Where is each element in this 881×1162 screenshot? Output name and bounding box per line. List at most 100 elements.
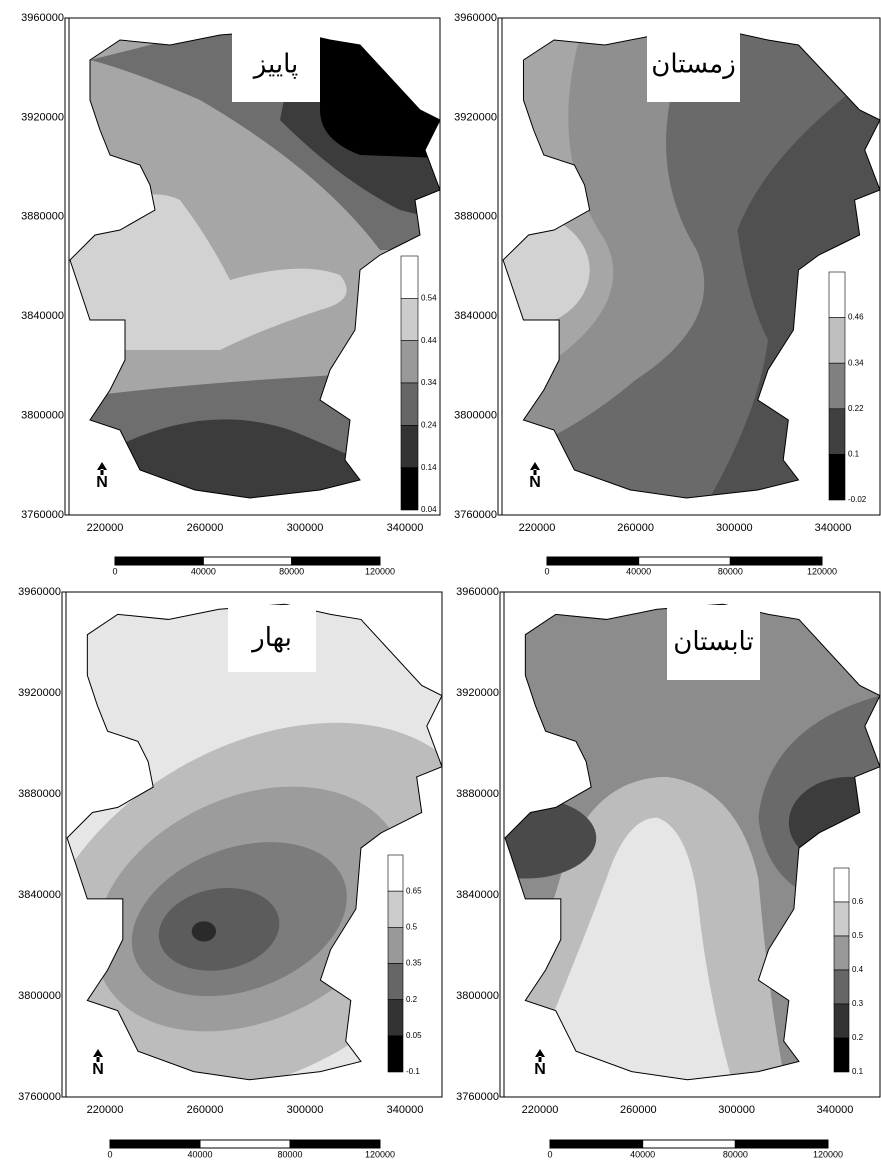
- legend-label: 0.5: [406, 922, 418, 931]
- legend-swatch: [833, 1037, 850, 1073]
- scale-segment: [729, 556, 823, 566]
- y-tick-label: 3880000: [18, 788, 61, 800]
- y-tick-label: 3960000: [18, 586, 61, 598]
- legend-label: 0.34: [421, 378, 437, 387]
- legend-label: 0.24: [421, 420, 437, 429]
- panel-title: تابستان: [673, 627, 753, 657]
- scale-label: 120000: [365, 566, 395, 576]
- legend-label: 0.22: [848, 404, 864, 413]
- panel-title: پاییز: [252, 50, 299, 80]
- legend-label: 0.04: [421, 505, 437, 514]
- x-tick-label: 300000: [287, 522, 324, 534]
- y-tick-label: 3960000: [456, 586, 499, 598]
- north-arrow: [535, 1049, 545, 1062]
- legend-swatch: [400, 340, 419, 384]
- legend-label: 0.1: [852, 1067, 864, 1076]
- map-frame: [61, 591, 443, 1098]
- y-tick-label: 3840000: [454, 310, 497, 322]
- scale-label: 0: [112, 566, 117, 576]
- scale-label: 0: [107, 1149, 112, 1159]
- x-tick-label: 340000: [387, 1104, 424, 1116]
- scale-label: 80000: [277, 1149, 302, 1159]
- legend-swatch: [387, 999, 404, 1037]
- map-frame: [64, 17, 441, 516]
- x-tick-label: 300000: [716, 522, 753, 534]
- y-tick-label: 3760000: [21, 509, 64, 521]
- legend-swatch: [828, 362, 846, 410]
- legend-label: 0.65: [406, 886, 422, 895]
- north-arrow: [93, 1049, 103, 1062]
- legend-swatch: [387, 1035, 404, 1073]
- contour-band: [70, 194, 347, 350]
- scale-label: 120000: [813, 1149, 843, 1159]
- x-tick-label: 220000: [87, 522, 124, 534]
- y-tick-label: 3760000: [454, 509, 497, 521]
- map-frame: [497, 17, 881, 516]
- legend-label: 0.46: [848, 313, 864, 322]
- legend-swatch: [387, 854, 404, 892]
- title-box: [667, 605, 760, 680]
- legend-label: -0.02: [848, 495, 867, 504]
- x-tick-label: 300000: [287, 1104, 324, 1116]
- north-label: N: [96, 474, 108, 491]
- y-tick-label: 3880000: [456, 788, 499, 800]
- legend-swatch: [387, 927, 404, 964]
- legend-swatch: [833, 867, 850, 903]
- y-tick-label: 3760000: [456, 1091, 499, 1103]
- scale-segment: [638, 556, 731, 566]
- scale-segment: [546, 556, 640, 566]
- north-label: N: [529, 474, 541, 491]
- scale-label: 0: [544, 566, 549, 576]
- contour-band: [505, 604, 526, 727]
- north-arrow: [530, 462, 540, 475]
- x-tick-label: 260000: [187, 522, 224, 534]
- x-tick-label: 340000: [387, 522, 424, 534]
- y-tick-label: 3800000: [454, 410, 497, 422]
- scale-segment: [199, 1139, 291, 1149]
- panel-title: بهار: [250, 623, 292, 653]
- x-tick-label: 260000: [617, 522, 654, 534]
- contour-band: [505, 797, 597, 879]
- legend-label: 0.35: [406, 959, 422, 968]
- legend-swatch: [833, 1003, 850, 1039]
- legend-label: 0.6: [852, 897, 864, 906]
- scale-label: 120000: [365, 1149, 395, 1159]
- title-box: [647, 28, 740, 102]
- y-tick-label: 3920000: [454, 111, 497, 123]
- y-tick-label: 3800000: [456, 990, 499, 1002]
- x-tick-label: 260000: [187, 1104, 224, 1116]
- scale-label: 0: [547, 1149, 552, 1159]
- scale-label: 40000: [187, 1149, 212, 1159]
- scale-label: 40000: [191, 566, 216, 576]
- map-area: [66, 603, 443, 1081]
- scale-segment: [549, 1139, 644, 1149]
- panel-title: زمستان: [651, 50, 736, 80]
- legend-swatch: [833, 935, 850, 971]
- title-box: [228, 605, 316, 672]
- contour-band: [503, 210, 590, 330]
- y-tick-label: 3800000: [18, 990, 61, 1002]
- scale-segment: [202, 556, 293, 566]
- legend-label: 0.5: [852, 931, 864, 940]
- north-label: N: [92, 1061, 104, 1078]
- legend-swatch: [400, 425, 419, 468]
- legend-label: -0.1: [406, 1067, 420, 1076]
- scale-label: 120000: [807, 566, 837, 576]
- y-tick-label: 3960000: [21, 12, 64, 24]
- legend-swatch: [833, 969, 850, 1005]
- legend-label: 0.54: [421, 293, 437, 302]
- province-outline: [502, 29, 881, 499]
- x-tick-label: 220000: [519, 522, 556, 534]
- legend-label: 0.34: [848, 358, 864, 367]
- x-tick-label: 340000: [817, 1104, 854, 1116]
- legend-swatch: [828, 454, 846, 501]
- y-tick-label: 3800000: [21, 410, 64, 422]
- scale-label: 80000: [718, 566, 743, 576]
- legend-swatch: [828, 317, 846, 364]
- legend-swatch: [400, 382, 419, 426]
- legend-swatch: [828, 271, 846, 318]
- contour-band: [525, 817, 739, 1080]
- y-tick-label: 3880000: [21, 211, 64, 223]
- y-tick-label: 3920000: [456, 687, 499, 699]
